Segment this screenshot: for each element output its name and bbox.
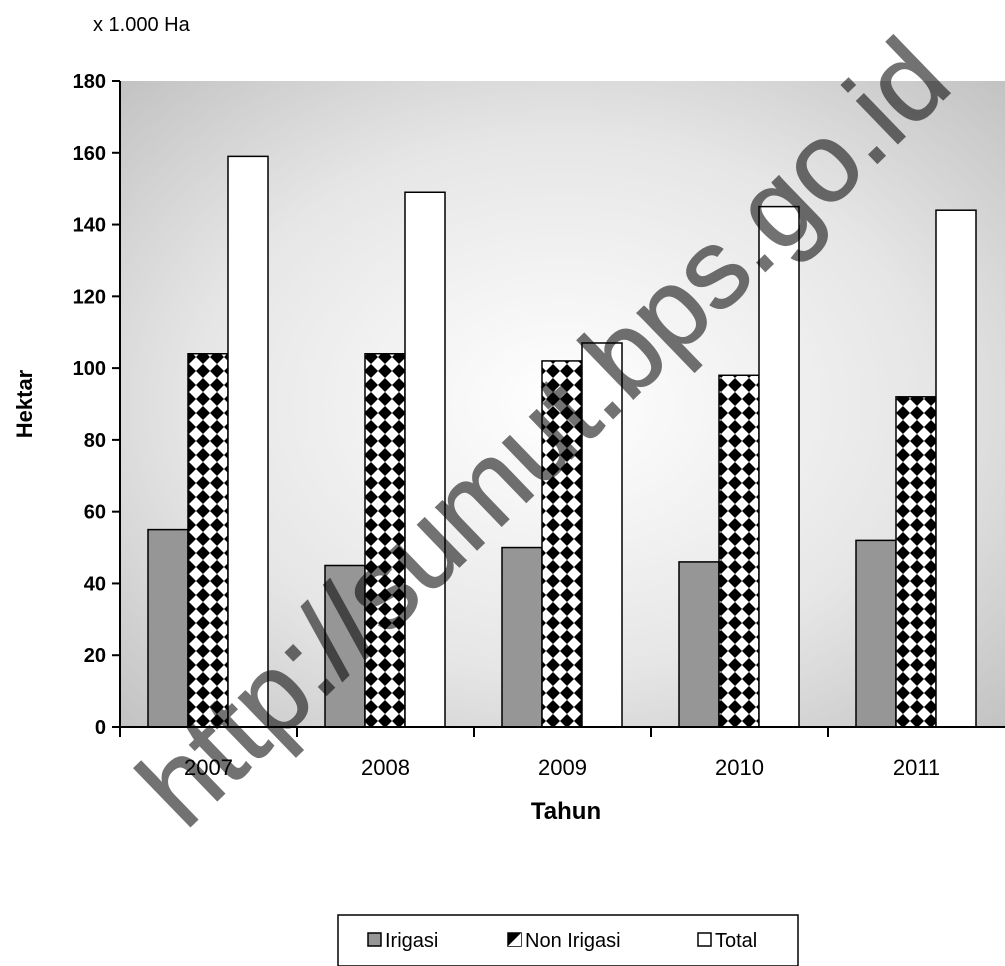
- legend-label: Irigasi: [385, 930, 438, 952]
- bar-irigasi-2011: [855, 539, 897, 728]
- unit-note: x 1.000 Ha: [93, 14, 191, 36]
- bar-irigasi-2010: [678, 561, 720, 728]
- y-tick-label: 160: [73, 143, 106, 165]
- x-tick-label: 2009: [538, 755, 587, 780]
- legend-label: Total: [715, 930, 757, 952]
- bar-non-irigasi-2007: [187, 353, 229, 728]
- bars-group: [147, 155, 977, 728]
- bar-irigasi-2009: [501, 546, 543, 728]
- legend-swatch-mark: [508, 933, 521, 946]
- y-tick-label: 80: [84, 430, 106, 452]
- y-tick-label: 20: [84, 645, 106, 667]
- x-tick-label: 2008: [361, 755, 410, 780]
- bar-irigasi-2007: [147, 528, 189, 728]
- y-axis-ticks: 0 20 40 60 80 100 120 140 160 180: [73, 71, 120, 739]
- x-tick-label: 2011: [893, 755, 940, 780]
- legend-swatch-total: [697, 932, 712, 947]
- bar-total-2010: [758, 205, 800, 728]
- x-axis-ticks: 2007 2008 2009 2010 2011: [119, 727, 940, 780]
- bar-non-irigasi-2011: [895, 396, 937, 728]
- legend: Irigasi Non Irigasi Total: [337, 914, 799, 966]
- y-tick-label: 180: [73, 71, 106, 93]
- legend-swatch-irigasi: [367, 932, 382, 947]
- bar-total-2007: [227, 155, 269, 728]
- x-axis-title: Tahun: [531, 798, 601, 825]
- y-axis-title: Hektar: [12, 369, 37, 438]
- x-tick-label: 2010: [715, 755, 764, 780]
- y-tick-label: 40: [84, 573, 106, 595]
- y-tick-label: 60: [84, 502, 106, 524]
- bar-non-irigasi-2010: [718, 374, 760, 728]
- x-tick-label: 2007: [184, 755, 233, 780]
- bar-total-2009: [581, 342, 623, 728]
- y-tick-label: 100: [73, 358, 106, 380]
- legend-box: [337, 914, 799, 966]
- y-tick-label: 120: [73, 286, 106, 308]
- bar-total-2011: [935, 209, 977, 728]
- bar-non-irigasi-2009: [541, 360, 583, 728]
- y-tick-label: 0: [95, 717, 106, 739]
- legend-label: Non Irigasi: [525, 930, 621, 952]
- y-tick-label: 140: [73, 215, 106, 237]
